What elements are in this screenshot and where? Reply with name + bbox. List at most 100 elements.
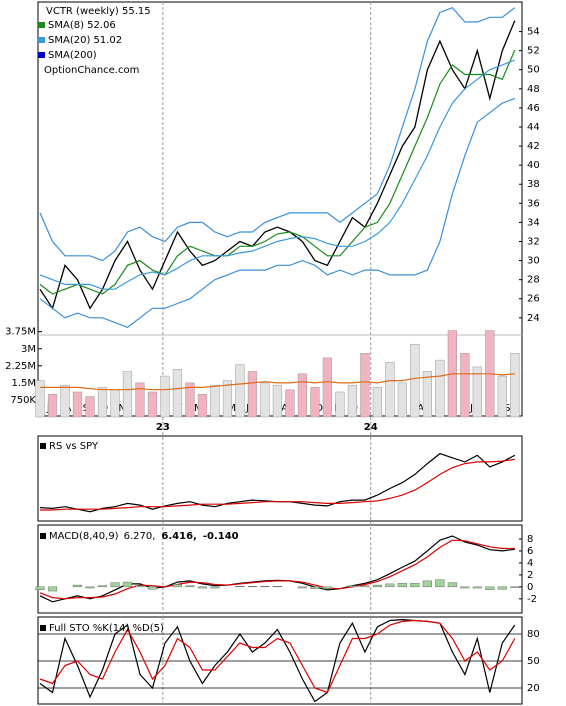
- volume-bar: [472, 366, 482, 418]
- histogram-bar: [235, 586, 245, 588]
- series-line: [39, 6, 516, 262]
- volume-bar: [372, 387, 383, 418]
- series-line: [39, 619, 516, 694]
- volume-bar: [60, 384, 70, 418]
- volume-bar: [310, 387, 320, 418]
- y-tick-label: 1.5M: [11, 378, 36, 389]
- histogram-bar: [385, 583, 395, 588]
- y-tick-label: 36: [527, 198, 540, 209]
- series-line: [40, 458, 515, 511]
- volume-bar: [172, 368, 183, 418]
- legend-value: 6.416,: [161, 531, 196, 542]
- y-tick-label: -2: [527, 594, 537, 605]
- histogram-bar: [85, 586, 95, 589]
- histogram-bar: [272, 586, 282, 588]
- y-tick-label: 750K: [10, 395, 36, 406]
- y-tick-label: 50: [527, 656, 540, 667]
- volume-bar: [497, 375, 507, 418]
- histogram-bar: [72, 584, 83, 588]
- volume-bar: [97, 387, 108, 418]
- sto-panel: [37, 616, 523, 705]
- y-tick-label: 52: [527, 46, 540, 57]
- volume-bar: [272, 384, 283, 418]
- macd-panel: [37, 524, 523, 614]
- month-label: A: [281, 403, 288, 414]
- y-tick-label: 48: [527, 84, 540, 95]
- watermark: OptionChance.com: [44, 65, 139, 76]
- y-tick-label: 32: [527, 236, 540, 247]
- y-tick-label: 44: [527, 122, 540, 133]
- y-tick-label: 24: [527, 313, 540, 324]
- month-label: N: [118, 403, 125, 414]
- series-line: [39, 20, 516, 310]
- y-tick-label: 20: [527, 683, 540, 694]
- y-tick-label: 2.25M: [5, 361, 36, 372]
- histogram-bar: [260, 586, 270, 588]
- histogram-bar: [197, 586, 208, 589]
- panel-title: RS vs SPY: [49, 441, 99, 452]
- y-tick-label: 2: [527, 570, 533, 581]
- y-tick-label: 6: [527, 546, 533, 557]
- volume-bar: [397, 382, 407, 418]
- chart-title: VCTR (weekly) 55.15: [46, 6, 151, 17]
- volume-bar: [335, 391, 345, 418]
- legend-swatch: [40, 443, 46, 449]
- histogram-bar: [322, 586, 332, 589]
- series-line: [39, 452, 516, 513]
- y-tick-label: 42: [527, 141, 540, 152]
- histogram-bar: [347, 585, 357, 588]
- month-label: J: [469, 403, 473, 414]
- volume-bar: [347, 384, 358, 418]
- y-tick-label: 3M: [21, 344, 36, 355]
- histogram-bar: [110, 582, 120, 588]
- legend-box: [40, 3, 140, 79]
- y-tick-label: 0: [527, 582, 533, 593]
- legend-swatch: [38, 22, 45, 28]
- volume-bar: [197, 394, 208, 418]
- volume-bar: [235, 364, 245, 418]
- month-label: S: [504, 403, 510, 414]
- volume-bar: [85, 396, 95, 418]
- legend-label: SMA(8) 52.06: [48, 20, 116, 31]
- volume-bar: [47, 394, 58, 418]
- histogram-bar: [472, 586, 482, 589]
- volume-bar: [410, 343, 420, 418]
- volume-bar: [222, 380, 233, 418]
- histogram-bar: [397, 583, 407, 588]
- legend-swatch: [38, 52, 45, 58]
- legend-swatch: [40, 625, 46, 631]
- volume-bar: [435, 359, 445, 418]
- volume-bar: [247, 371, 258, 418]
- volume-bar: [322, 357, 333, 418]
- month-label: J: [46, 403, 50, 414]
- volume-bar: [385, 362, 395, 418]
- histogram-bar: [172, 584, 183, 588]
- y-tick-label: 3.75M: [5, 327, 36, 338]
- series-line: [40, 373, 515, 391]
- histogram-bar: [485, 586, 495, 591]
- y-tick-label: 26: [527, 294, 540, 305]
- panel-title: MACD(8,40,9): [49, 531, 119, 542]
- volume-bar: [110, 389, 120, 418]
- rs-panel: [37, 435, 523, 522]
- y-tick-label: 46: [527, 103, 540, 114]
- histogram-bar: [410, 583, 420, 588]
- y-tick-label: 8: [527, 534, 533, 545]
- y-tick-label: 28: [527, 275, 540, 286]
- volume-bar: [360, 353, 370, 418]
- histogram-bar: [147, 586, 158, 590]
- histogram-bar: [310, 586, 320, 589]
- series-line: [39, 49, 516, 295]
- volume-bar: [135, 382, 145, 418]
- histogram-bar: [210, 586, 220, 589]
- histogram-bar: [247, 586, 257, 588]
- volume-bar: [260, 382, 270, 418]
- month-label: A: [417, 403, 424, 414]
- histogram-bar: [372, 584, 382, 588]
- legend-swatch: [40, 533, 46, 539]
- y-tick-label: 54: [527, 27, 540, 38]
- y-tick-label: 34: [527, 217, 540, 228]
- legend-value: 6.270,: [124, 531, 156, 542]
- volume-bar: [210, 384, 220, 418]
